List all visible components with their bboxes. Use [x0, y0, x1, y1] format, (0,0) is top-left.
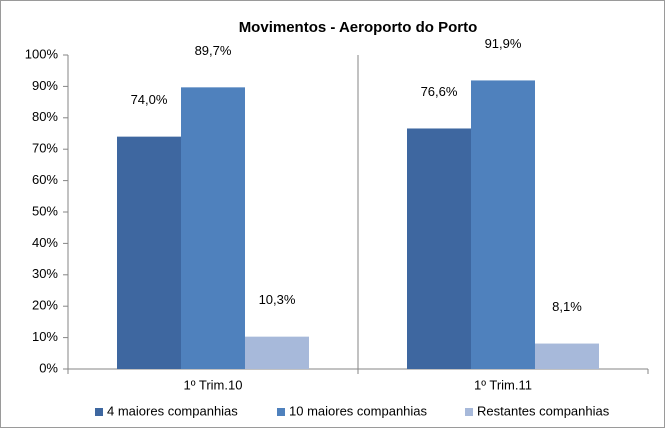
- legend-label: Restantes companhias: [477, 403, 610, 418]
- y-tick-label: 20%: [32, 298, 58, 313]
- y-tick-label: 60%: [32, 172, 58, 187]
- data-label: 10,3%: [259, 292, 296, 307]
- data-label: 8,1%: [552, 299, 582, 314]
- y-tick-label: 10%: [32, 329, 58, 344]
- data-label: 74,0%: [131, 92, 168, 107]
- x-tick-label: 1º Trim.11: [474, 377, 532, 392]
- x-tick-label: 1º Trim.10: [184, 377, 243, 392]
- bar: [471, 80, 535, 370]
- y-tick-label: 100%: [25, 46, 59, 61]
- legend-swatch: [465, 408, 473, 416]
- y-tick-label: 50%: [32, 203, 58, 218]
- legend-swatch: [277, 408, 285, 416]
- legend-swatch: [95, 408, 103, 416]
- bar: [245, 336, 309, 369]
- y-tick-label: 80%: [32, 109, 58, 124]
- bar: [535, 343, 599, 369]
- y-tick-label: 40%: [32, 235, 58, 250]
- chart-title: Movimentos - Aeroporto do Porto: [239, 19, 478, 36]
- y-tick-label: 0%: [39, 360, 58, 375]
- bar: [117, 136, 181, 369]
- y-tick-label: 90%: [32, 78, 58, 93]
- legend-label: 10 maiores companhias: [289, 403, 428, 418]
- bar: [181, 87, 245, 369]
- data-label: 89,7%: [195, 43, 232, 58]
- y-tick-label: 30%: [32, 266, 58, 281]
- data-label: 76,6%: [421, 84, 458, 99]
- y-tick-label: 70%: [32, 141, 58, 156]
- data-label: 91,9%: [485, 36, 522, 51]
- legend-label: 4 maiores companhias: [107, 403, 238, 418]
- bar: [407, 128, 471, 369]
